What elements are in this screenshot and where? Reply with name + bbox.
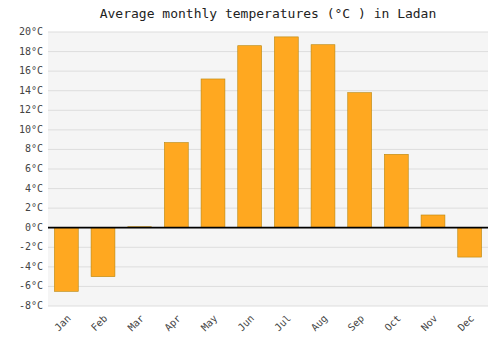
- grid: [48, 32, 488, 306]
- grid-line: [48, 149, 488, 150]
- x-tick-label: Aug: [309, 313, 330, 334]
- y-tick-label: 18°C: [19, 46, 43, 57]
- bar: [458, 228, 482, 257]
- y-tick-label: -2°C: [19, 241, 43, 252]
- x-tick-label: Mar: [126, 313, 147, 334]
- chart-svg: Average monthly temperatures (°C ) in La…: [0, 0, 500, 350]
- bar: [164, 143, 188, 228]
- grid-line: [48, 169, 488, 170]
- y-tick-label: -4°C: [19, 261, 43, 272]
- grid-line: [48, 110, 488, 111]
- x-tick-label: Feb: [89, 313, 110, 334]
- bar: [274, 37, 298, 228]
- grid-line: [48, 32, 488, 33]
- y-tick-label: 4°C: [25, 183, 43, 194]
- zero-line: [48, 227, 488, 229]
- y-tick-label: 20°C: [19, 26, 43, 37]
- y-tick-label: 10°C: [19, 124, 43, 135]
- bar: [201, 79, 225, 228]
- chart-container: Average monthly temperatures (°C ) in La…: [0, 0, 500, 350]
- bar: [384, 154, 408, 227]
- plot-background: [48, 32, 488, 306]
- x-tick-label: Jan: [52, 313, 73, 334]
- y-tick-label: 6°C: [25, 163, 43, 174]
- grid-line: [48, 208, 488, 209]
- x-tick-label: Jul: [272, 313, 293, 334]
- x-tick-label: Oct: [382, 313, 403, 334]
- grid-line: [48, 306, 488, 307]
- x-tick-label: Jun: [236, 313, 257, 334]
- y-tick-label: -6°C: [19, 280, 43, 291]
- grid-line: [48, 227, 488, 228]
- x-tick-label: Nov: [419, 313, 440, 334]
- bar: [311, 45, 335, 228]
- y-tick-label: -8°C: [19, 300, 43, 311]
- grid-line: [48, 51, 488, 52]
- bars: [54, 37, 481, 291]
- grid-line: [48, 71, 488, 72]
- bar: [238, 46, 262, 228]
- bar: [91, 228, 115, 277]
- grid-line: [48, 129, 488, 130]
- y-tick-label: 8°C: [25, 143, 43, 154]
- bar: [54, 228, 78, 292]
- x-tick-label: May: [199, 313, 220, 334]
- grid-line: [48, 188, 488, 189]
- y-tick-label: 12°C: [19, 104, 43, 115]
- y-tick-label: 0°C: [25, 222, 43, 233]
- bar: [421, 215, 445, 228]
- x-tick-label: Sep: [346, 313, 367, 334]
- grid-line: [48, 90, 488, 91]
- chart-title: Average monthly temperatures (°C ) in La…: [100, 6, 437, 21]
- grid-line: [48, 286, 488, 287]
- y-tick-label: 14°C: [19, 85, 43, 96]
- bar: [348, 93, 372, 228]
- y-tick-label: 2°C: [25, 202, 43, 213]
- y-tick-label: 16°C: [19, 65, 43, 76]
- x-tick-label: Dec: [456, 313, 477, 334]
- x-tick-label: Apr: [162, 313, 183, 334]
